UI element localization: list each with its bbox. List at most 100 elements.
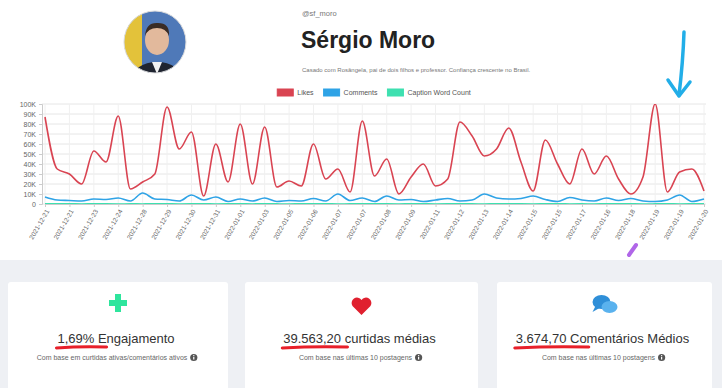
x-tick: 2022-01-18 — [613, 204, 636, 240]
x-tick-mark — [167, 204, 168, 207]
x-tick-mark — [216, 204, 217, 207]
y-tick-label: 70K — [24, 131, 37, 138]
x-tick: 2022-01-16 — [589, 204, 612, 240]
plot-area — [45, 104, 704, 204]
x-tick: 2021-12-29 — [150, 204, 173, 240]
x-tick-label: 2021-12-21 — [28, 208, 51, 241]
y-tick-label: 90K — [24, 111, 37, 118]
y-tick: 80K — [24, 121, 42, 128]
y-tick: 50K — [24, 151, 42, 158]
grid-line-x — [69, 104, 70, 204]
x-tick-label: 2022-01-13 — [467, 208, 490, 241]
icon-heart — [352, 298, 372, 315]
grid-line-x — [362, 104, 363, 204]
x-tick-label: 2022-01-20 — [687, 208, 710, 241]
x-tick-mark — [45, 204, 46, 207]
y-tick: 100K — [20, 101, 42, 108]
info-icon-stem — [193, 357, 194, 360]
x-tick-label: 2022-01-19 — [638, 208, 661, 241]
grid-line-x — [386, 104, 387, 204]
series-line — [45, 104, 704, 196]
x-tick: 2022-01-15 — [516, 204, 539, 240]
grid-line-x — [167, 104, 168, 204]
x-tick-label: 2022-01-19 — [662, 208, 685, 241]
x-tick: 2022-01-08 — [369, 204, 392, 240]
grid-line-x — [337, 104, 338, 204]
legend-label: Comments — [344, 89, 378, 96]
y-tick: 40K — [24, 161, 42, 168]
grid-line-x — [435, 104, 436, 204]
y-tick-label: 20K — [24, 181, 37, 188]
y-tick-label: 10K — [24, 191, 37, 198]
avatar-hair — [145, 23, 169, 36]
card-title: 3.674,70 Comentários Médios — [516, 331, 690, 346]
avatar — [120, 8, 190, 98]
x-tick-mark — [118, 204, 119, 207]
legend-item: Caption Word Count — [387, 89, 470, 97]
x-tick-mark — [558, 204, 559, 207]
x-tick-mark — [631, 204, 632, 207]
x-tick-mark — [704, 204, 705, 207]
x-tick: 2022-01-07 — [345, 204, 368, 240]
x-tick-label: 2021-12-28 — [125, 208, 148, 241]
x-tick-mark — [509, 204, 510, 207]
x-tick-mark — [94, 204, 95, 207]
legend-label: Caption Word Count — [407, 89, 470, 97]
x-tick-mark — [387, 204, 388, 207]
stat-card: 39.563,20 curtidas médiasCom base nas úl… — [245, 282, 478, 388]
grid-line-x — [630, 104, 631, 204]
x-tick-label: 2021-12-30 — [174, 208, 197, 241]
y-tick-label: 50K — [24, 151, 37, 158]
x-tick-mark — [606, 204, 607, 207]
annotation-underline — [56, 347, 106, 348]
x-tick-label: 2022-01-11 — [418, 208, 441, 240]
x-tick: 2022-01-14 — [491, 204, 514, 240]
grid-line-x — [508, 104, 509, 204]
x-axis: 2021-12-212021-12-212021-12-232021-12-24… — [28, 204, 710, 240]
grid — [42, 104, 706, 204]
x-axis-line — [46, 205, 705, 208]
card-bg — [8, 282, 228, 388]
info-icon-dot — [193, 355, 194, 356]
x-tick: 2022-01-05 — [272, 204, 295, 240]
x-tick-mark — [69, 204, 70, 207]
y-tick: 70K — [24, 131, 42, 138]
grid-line-x — [191, 104, 192, 204]
y-tick: 60K — [24, 141, 42, 148]
legend-label: Likes — [297, 89, 314, 96]
x-tick-mark — [240, 204, 241, 207]
y-tick: 30K — [24, 171, 42, 178]
x-tick: 2022-01-13 — [467, 204, 490, 240]
grid-line-x — [289, 104, 290, 204]
x-tick-label: 2022-01-03 — [247, 208, 270, 241]
grid-line-x — [484, 104, 485, 204]
y-tick-mark — [39, 164, 42, 165]
stat-card: 3.674,70 Comentários MédiosCom base nas … — [497, 282, 712, 388]
y-tick-label: 60K — [24, 141, 37, 148]
x-tick-mark — [191, 204, 192, 207]
legend-item: Comments — [324, 89, 378, 96]
x-tick-label: 2021-12-23 — [76, 208, 99, 241]
x-tick: 2022-01-09 — [394, 204, 417, 240]
x-tick-label: 2022-01-14 — [491, 208, 514, 241]
x-tick: 2021-12-24 — [101, 204, 124, 240]
x-tick: 2021-12-31 — [199, 204, 222, 240]
annotation-underline — [515, 347, 589, 348]
series-line — [45, 203, 704, 204]
x-tick-label: 2022-01-08 — [369, 208, 392, 241]
info-icon — [190, 354, 197, 361]
x-tick-label: 2021-12-31 — [199, 208, 222, 241]
x-tick-mark — [655, 204, 656, 207]
screenshot: @sf_moroSérgio MoroCasado com Rosângela,… — [0, 0, 722, 388]
grid-line-x — [533, 104, 534, 204]
grid-line-x — [557, 104, 558, 204]
icon-plus-v — [115, 294, 121, 312]
x-tick-mark — [362, 204, 363, 207]
card-bg — [497, 282, 712, 388]
grid-line-x — [459, 104, 460, 204]
card-title: 1,69% Engajamento — [57, 331, 174, 346]
x-tick: 2022-01-19 — [662, 204, 685, 240]
x-tick-mark — [533, 204, 534, 207]
avatar-border — [124, 11, 186, 73]
legend-swatch — [324, 89, 340, 96]
